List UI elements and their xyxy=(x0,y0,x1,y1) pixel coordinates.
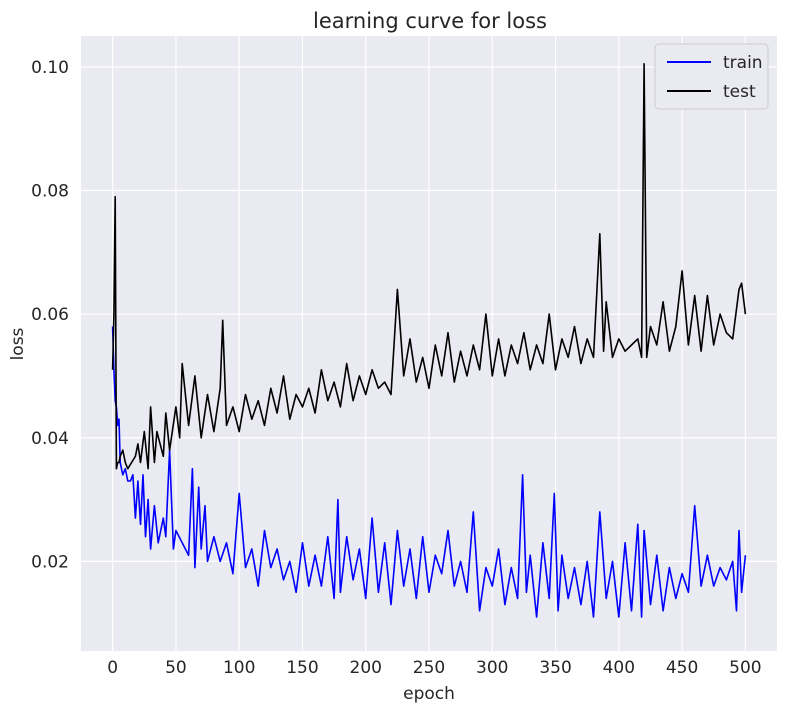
legend: train test xyxy=(654,43,769,110)
x-tick-label: 500 xyxy=(729,658,761,678)
x-axis-ticks: 0 50 100 150 200 250 300 350 400 450 500 xyxy=(107,658,761,678)
y-axis-label: loss xyxy=(8,327,28,360)
x-tick-label: 300 xyxy=(476,658,508,678)
x-tick-label: 450 xyxy=(666,658,698,678)
y-tick-label: 0.04 xyxy=(31,429,69,449)
legend-label-test: test xyxy=(723,82,756,102)
series-line-train xyxy=(111,326,747,618)
y-tick-label: 0.10 xyxy=(31,58,69,78)
legend-box xyxy=(654,43,769,110)
legend-label-train: train xyxy=(723,53,763,73)
x-tick-label: 350 xyxy=(539,658,571,678)
y-tick-label: 0.02 xyxy=(31,552,69,572)
series-line-test xyxy=(111,62,747,470)
x-tick-label: 100 xyxy=(223,658,255,678)
x-tick-label: 250 xyxy=(413,658,445,678)
grid-lines xyxy=(81,36,777,651)
x-tick-label: 50 xyxy=(165,658,187,678)
series-layer xyxy=(111,62,747,618)
y-tick-label: 0.06 xyxy=(31,305,69,325)
chart-title: learning curve for loss xyxy=(313,9,547,33)
x-tick-label: 200 xyxy=(350,658,382,678)
x-tick-label: 0 xyxy=(107,658,118,678)
y-axis-ticks: 0.02 0.04 0.06 0.08 0.10 xyxy=(31,58,69,572)
x-tick-label: 150 xyxy=(286,658,318,678)
x-tick-label: 400 xyxy=(603,658,635,678)
y-tick-label: 0.08 xyxy=(31,182,69,202)
x-axis-label: epoch xyxy=(403,684,455,704)
